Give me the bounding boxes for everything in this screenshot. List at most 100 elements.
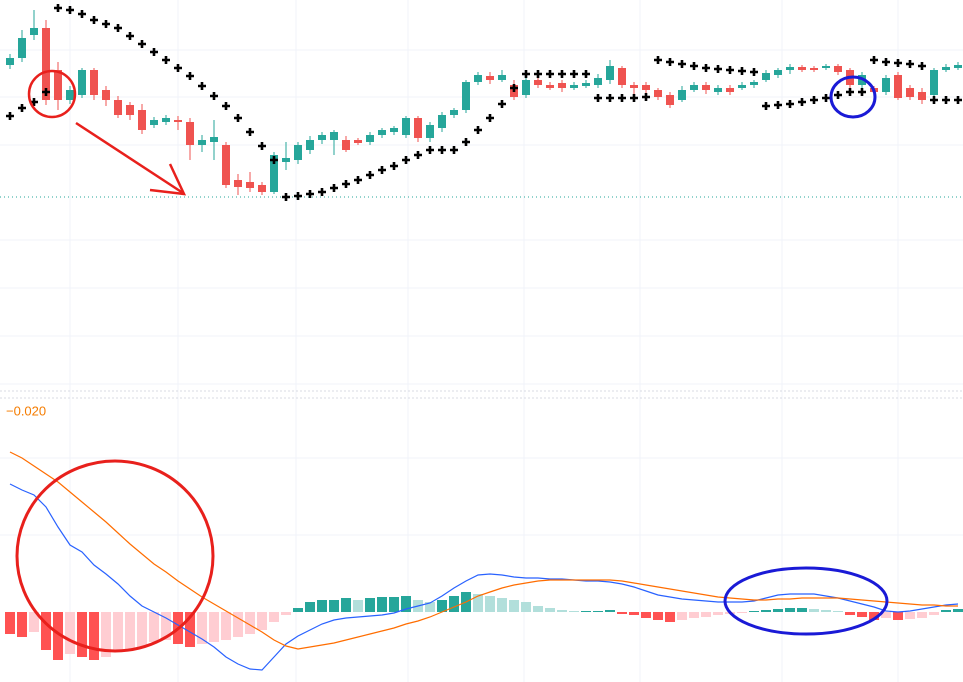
candle-body xyxy=(714,88,722,92)
candle-body xyxy=(822,66,830,68)
histogram-bar xyxy=(605,610,615,612)
sar-dot xyxy=(702,64,710,72)
histogram-bar xyxy=(617,612,627,614)
histogram-bar xyxy=(77,612,87,657)
candle-body xyxy=(762,73,770,80)
histogram-bar xyxy=(281,612,291,615)
sar-dot xyxy=(498,100,506,108)
histogram-bar xyxy=(773,609,783,612)
histogram-bar xyxy=(497,598,507,612)
histogram-bar xyxy=(941,610,951,612)
sar-dot xyxy=(78,10,86,18)
candle-body xyxy=(78,70,86,95)
sar-dot xyxy=(858,88,866,96)
sar-dot xyxy=(150,48,158,56)
histogram-bar xyxy=(665,612,675,622)
sar-dot xyxy=(654,56,662,64)
histogram-bar xyxy=(233,612,243,637)
sar-dot xyxy=(126,32,134,40)
histogram-bar xyxy=(53,612,63,660)
sar-dot xyxy=(558,70,566,78)
candle-body xyxy=(630,85,638,88)
sar-dot xyxy=(318,188,326,196)
histogram-bar xyxy=(809,609,819,612)
histogram-bar xyxy=(245,612,255,634)
macd-value-label: −0.020 xyxy=(6,403,46,418)
candle-body xyxy=(606,66,614,80)
histogram-bar xyxy=(317,600,327,612)
histogram-bar xyxy=(269,612,279,622)
candle-body xyxy=(558,83,566,88)
candle-body xyxy=(402,118,410,135)
candle-body xyxy=(174,120,182,122)
histogram-bar xyxy=(737,612,747,613)
sar-dot xyxy=(354,176,362,184)
sar-dot xyxy=(834,91,842,99)
sar-dot xyxy=(330,184,338,192)
histogram-bar xyxy=(821,610,831,612)
sar-dot xyxy=(690,62,698,70)
histogram-bar xyxy=(41,612,51,650)
sar-dot xyxy=(666,58,674,66)
candle-body xyxy=(126,105,134,115)
sar-dot xyxy=(822,94,830,102)
sar-dot xyxy=(894,59,902,67)
sar-dot xyxy=(906,60,914,68)
sar-dot xyxy=(630,94,638,102)
sar-dot xyxy=(114,24,122,32)
candle-body xyxy=(282,158,290,162)
sar-dot xyxy=(366,171,374,179)
sar-dot xyxy=(270,156,278,164)
histogram-bar xyxy=(389,597,399,612)
candle-body xyxy=(66,90,74,100)
candle-body xyxy=(918,92,926,100)
candle-body xyxy=(102,90,110,100)
sar-dot xyxy=(198,82,206,90)
candle-body xyxy=(618,68,626,85)
histogram-bar xyxy=(713,612,723,615)
candle-body xyxy=(54,70,62,100)
sar-dot xyxy=(294,192,302,200)
candle-body xyxy=(678,90,686,100)
histogram-bar xyxy=(305,602,315,612)
candle-body xyxy=(654,90,662,97)
sar-dot xyxy=(474,126,482,134)
sar-dot xyxy=(714,65,722,73)
candle-body xyxy=(150,120,158,125)
candle-body xyxy=(486,76,494,80)
histogram-bar xyxy=(893,612,903,620)
histogram-bar xyxy=(341,598,351,612)
candle-body xyxy=(18,38,26,58)
candle-body xyxy=(378,130,386,135)
histogram-bar xyxy=(761,610,771,612)
histogram-bar xyxy=(857,612,867,617)
histogram-bar xyxy=(749,611,759,612)
candle-body xyxy=(954,65,962,68)
sar-dot xyxy=(510,84,518,92)
sar-dot xyxy=(162,56,170,64)
candle-body xyxy=(42,28,50,100)
histogram-bar xyxy=(953,609,963,612)
histogram-bar xyxy=(65,612,75,654)
histogram-bar xyxy=(125,612,135,650)
histogram-bar xyxy=(629,612,639,615)
histogram-bar xyxy=(353,600,363,612)
candle-body xyxy=(390,128,398,132)
candle-body xyxy=(114,100,122,115)
macd-line xyxy=(9,483,959,671)
sar-dot xyxy=(570,70,578,78)
histogram-bar xyxy=(677,612,687,620)
histogram-bar xyxy=(881,612,891,618)
sar-dot xyxy=(66,6,74,14)
sar-dot xyxy=(846,88,854,96)
annotation-ellipse xyxy=(723,566,889,636)
candle-body xyxy=(162,118,170,122)
histogram-bar xyxy=(377,597,387,612)
histogram-bar xyxy=(569,611,579,612)
sar-dot xyxy=(546,70,554,78)
sar-dot xyxy=(42,88,50,96)
candle-body xyxy=(774,70,782,75)
macd-pane xyxy=(5,451,963,671)
sar-dot xyxy=(138,40,146,48)
